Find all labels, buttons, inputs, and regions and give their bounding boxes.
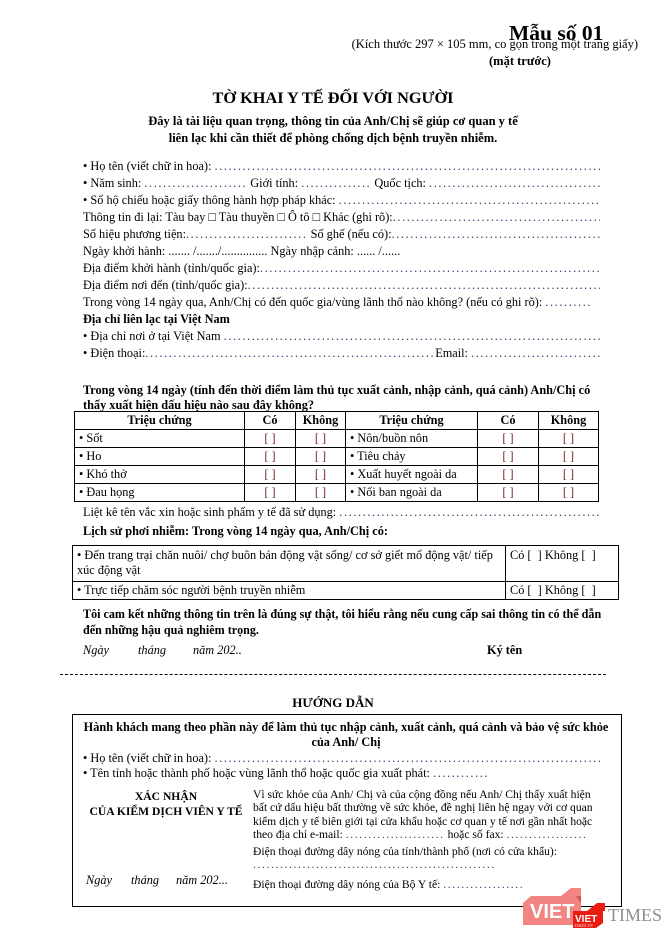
svg-text:TIMES.VN: TIMES.VN [574, 923, 594, 928]
svg-text:VIET: VIET [530, 901, 574, 923]
svg-text:TIMES: TIMES [608, 905, 662, 925]
